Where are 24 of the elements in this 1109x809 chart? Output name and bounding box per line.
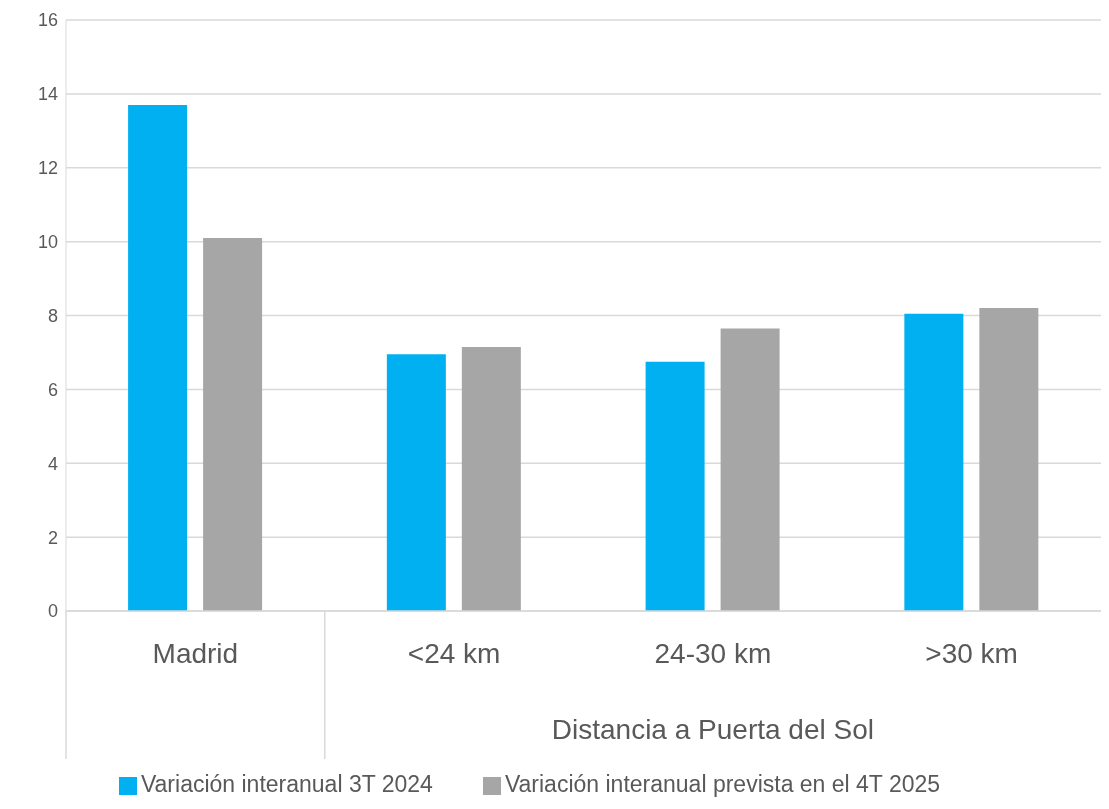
y-tick-label: 14 xyxy=(37,84,58,105)
x-tick-label: >30 km xyxy=(925,638,1018,669)
bar xyxy=(904,313,964,611)
bar xyxy=(386,354,446,611)
x-axis-title: Distancia a Puerta del Sol xyxy=(551,714,874,745)
y-tick-label: 10 xyxy=(37,232,58,253)
bar xyxy=(461,346,521,611)
legend-label: Variación interanual prevista en el 4T 2025 xyxy=(504,771,941,797)
bar xyxy=(203,237,263,611)
bar xyxy=(979,308,1039,611)
x-tick-label: Madrid xyxy=(152,638,239,669)
y-tick-label: 16 xyxy=(37,10,58,31)
x-tick-label: 24-30 km xyxy=(654,638,772,669)
bar xyxy=(720,328,780,611)
bar xyxy=(128,104,188,611)
legend-label: Variación interanual 3T 2024 xyxy=(140,771,433,797)
y-tick-label: 4 xyxy=(47,453,58,474)
y-tick-label: 2 xyxy=(47,527,58,548)
x-tick-label: <24 km xyxy=(407,638,501,669)
y-tick-label: 6 xyxy=(47,379,58,400)
bar xyxy=(645,361,705,611)
y-tick-label: 0 xyxy=(47,601,58,622)
y-tick-label: 8 xyxy=(47,305,58,326)
y-tick-label: 12 xyxy=(37,158,58,179)
